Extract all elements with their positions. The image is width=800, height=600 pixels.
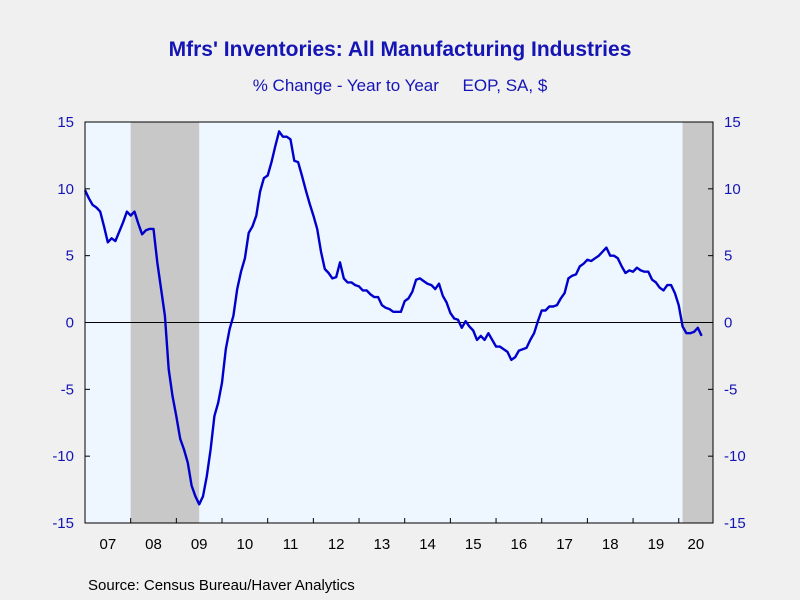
x-tick-label: 14 bbox=[419, 536, 436, 553]
y-tick-label-left: -15 bbox=[52, 515, 74, 532]
x-tick-label: 10 bbox=[237, 536, 254, 553]
y-tick-label-left: 5 bbox=[66, 248, 74, 265]
x-tick-label: 15 bbox=[465, 536, 482, 553]
x-tick-label: 13 bbox=[374, 536, 391, 553]
x-tick-label: 11 bbox=[283, 536, 299, 553]
x-tick-label: 19 bbox=[648, 536, 665, 553]
y-tick-label-right: -15 bbox=[724, 515, 746, 532]
x-tick-label: 20 bbox=[688, 536, 705, 553]
x-tick-label: 08 bbox=[145, 536, 162, 553]
x-tick-label: 16 bbox=[511, 536, 528, 553]
y-tick-label-right: -5 bbox=[724, 381, 737, 398]
y-axis: 15 15 10 10 5 5 0 0 -5 -5 -10 -10 -15 -15 bbox=[52, 114, 745, 532]
y-tick-label-left: 0 bbox=[66, 315, 74, 332]
series-line-1 bbox=[83, 130, 703, 506]
x-tick-label: 18 bbox=[602, 536, 619, 553]
y-tick-label-left: -10 bbox=[52, 448, 74, 465]
source-note: Source: Census Bureau/Haver Analytics bbox=[88, 577, 355, 594]
x-tick-label: 07 bbox=[99, 536, 116, 553]
chart-subtitle: % Change - Year to Year EOP, SA, $ bbox=[252, 76, 548, 95]
x-tick-label: 17 bbox=[556, 536, 573, 553]
y-tick-label-right: 15 bbox=[724, 114, 741, 131]
series-layer bbox=[83, 130, 703, 506]
y-tick-label-right: 10 bbox=[724, 181, 741, 198]
x-tick-label: 09 bbox=[191, 536, 208, 553]
y-tick-label-left: -5 bbox=[61, 381, 74, 398]
y-tick-label-left: 10 bbox=[57, 181, 74, 198]
y-tick-label-left: 15 bbox=[57, 114, 74, 131]
y-tick-label-right: 0 bbox=[724, 315, 732, 332]
y-tick-label-right: -10 bbox=[724, 448, 746, 465]
chart-title: Mfrs' Inventories: All Manufacturing Ind… bbox=[168, 38, 632, 61]
y-tick-label-right: 5 bbox=[724, 248, 732, 265]
x-tick-label: 12 bbox=[328, 536, 345, 553]
x-axis: 07 08 09 10 11 12 13 14 15 16 17 18 19 20 bbox=[99, 518, 704, 553]
